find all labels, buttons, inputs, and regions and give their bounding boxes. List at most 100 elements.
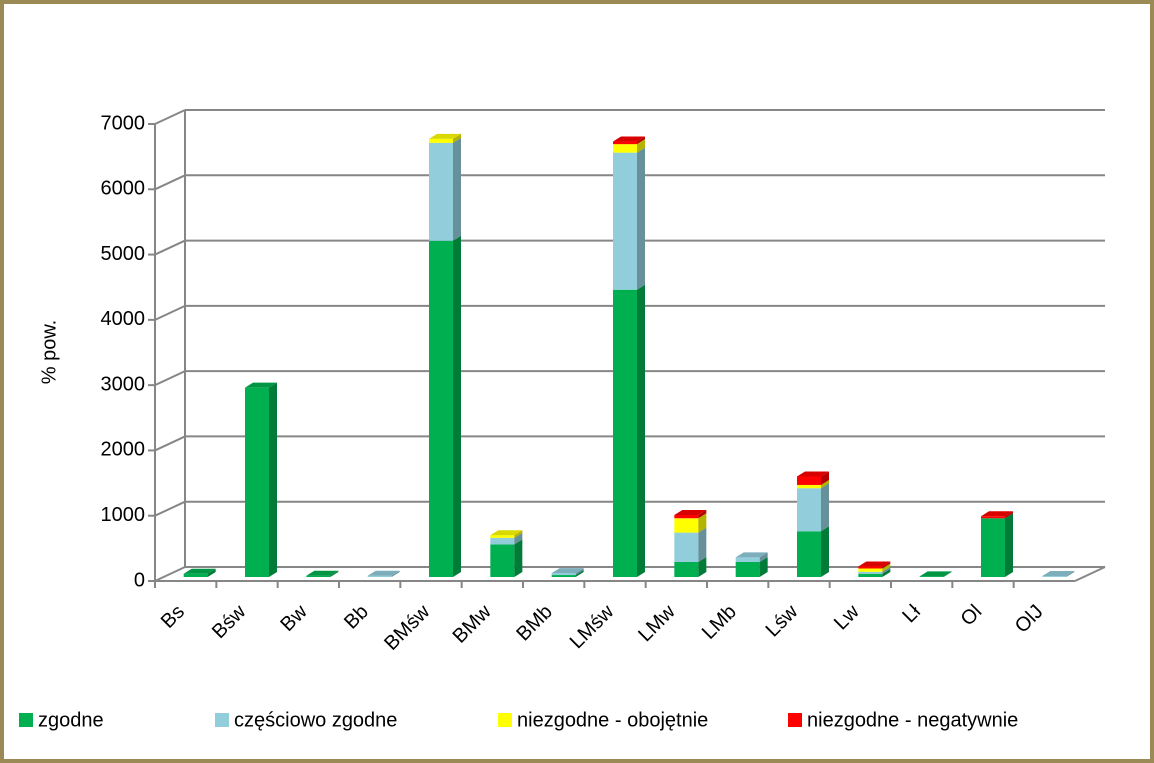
y-tick-label: 2000 — [101, 439, 146, 461]
bar-segment — [613, 147, 645, 290]
floor — [1074, 566, 1106, 582]
bar-segment — [551, 568, 584, 576]
legend-swatch — [19, 713, 33, 727]
bar — [613, 141, 637, 145]
bar-top — [551, 568, 584, 574]
bar-top — [367, 570, 400, 576]
bar-side — [330, 570, 339, 577]
bar-side — [514, 530, 523, 538]
bar — [858, 566, 883, 569]
bar-side — [821, 471, 829, 485]
grid-line — [154, 566, 186, 582]
bar — [981, 516, 1005, 519]
bar — [490, 537, 515, 545]
bar-side — [637, 139, 645, 153]
bar-segment — [797, 479, 829, 489]
y-tick-label: 1000 — [101, 504, 146, 526]
bar-segment — [981, 511, 1013, 519]
bar — [613, 152, 637, 290]
bar-top — [919, 571, 952, 577]
bar-segment — [490, 539, 523, 577]
y-tick-label: 3000 — [101, 373, 146, 395]
bar-side — [575, 568, 584, 576]
y-axis-label: % pow. — [38, 320, 60, 384]
bar-side — [453, 235, 461, 577]
bar-segment — [858, 566, 891, 574]
bar — [183, 573, 208, 577]
bar — [797, 484, 821, 489]
bar-segment — [797, 483, 829, 532]
bar-side — [821, 483, 829, 532]
grid-line — [154, 174, 186, 191]
grid-line — [154, 109, 186, 125]
bar-side — [453, 137, 461, 241]
bar-side — [821, 479, 829, 489]
bar — [551, 573, 576, 576]
y-tick-label: 6000 — [101, 178, 146, 200]
bar-segment — [674, 513, 707, 533]
bar — [613, 144, 637, 153]
bar — [1042, 576, 1067, 577]
bar-side — [514, 539, 523, 577]
bar — [797, 531, 821, 577]
bar-top — [613, 136, 645, 142]
bar — [429, 138, 453, 143]
bar-segment — [858, 561, 891, 569]
legend-swatch — [788, 713, 802, 727]
legend-label: zgodne — [38, 709, 104, 731]
bar-segment — [919, 571, 952, 577]
bar-segment — [306, 570, 339, 577]
bar-segment — [613, 139, 645, 153]
bar — [613, 289, 637, 577]
bar-top — [1042, 571, 1075, 577]
bar — [858, 571, 883, 574]
bar-segment — [735, 556, 768, 577]
legend-label: częściowo zgodne — [234, 709, 397, 731]
legend-label: niezgodne - obojętnie — [517, 709, 708, 731]
bar-side — [637, 136, 645, 145]
y-tick-label: 7000 — [101, 112, 146, 134]
bar-side — [882, 568, 891, 577]
bar-segment — [613, 136, 645, 145]
bar-top — [429, 133, 461, 139]
bar-segment — [674, 556, 707, 577]
bar-side — [882, 561, 891, 569]
y-tick-label: 0 — [134, 569, 145, 591]
bar-top — [981, 511, 1013, 517]
bar — [674, 514, 699, 519]
bar — [858, 573, 883, 577]
bar — [306, 575, 331, 577]
bar-segment — [735, 552, 768, 562]
bar-side — [698, 556, 707, 577]
bar — [797, 488, 821, 532]
bar-segment — [981, 513, 1013, 577]
bar-top — [674, 509, 707, 515]
bar-segment — [245, 382, 277, 577]
bar-side — [698, 527, 707, 562]
bar-top — [490, 530, 523, 536]
bar-segment — [1042, 571, 1075, 577]
bar-segment — [797, 471, 829, 485]
bar — [858, 568, 883, 572]
bar-segment — [429, 137, 461, 241]
grid-line — [154, 239, 186, 256]
bar-segment — [429, 133, 461, 143]
bar-segment — [797, 526, 829, 577]
y-tick-label: 5000 — [101, 243, 146, 265]
bar — [551, 575, 576, 577]
bar-side — [1005, 511, 1013, 519]
bar-side — [943, 571, 952, 577]
bar — [490, 544, 515, 577]
bar-top — [797, 471, 829, 477]
grid-line — [154, 500, 186, 517]
bar-segment — [613, 284, 645, 577]
bar-segment — [674, 509, 707, 519]
legend-swatch — [215, 713, 229, 727]
grid-line — [154, 435, 186, 452]
y-tick-label: 4000 — [101, 308, 146, 330]
bar-side — [821, 526, 829, 577]
legend-swatch — [498, 713, 512, 727]
bar — [674, 532, 699, 562]
